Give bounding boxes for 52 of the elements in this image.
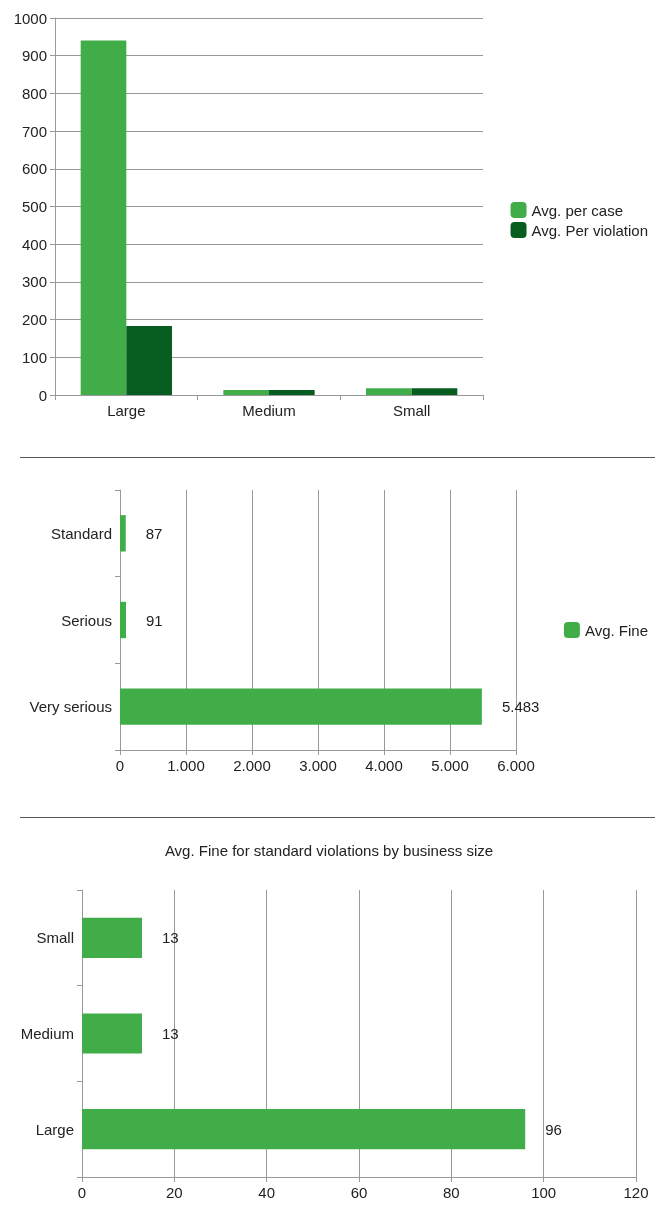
- x-tick-label: 120: [623, 1184, 649, 1201]
- data-label: 96: [545, 1120, 562, 1138]
- bar: [80, 40, 127, 395]
- bar: [120, 688, 482, 725]
- legend-label: Avg. Per violation: [531, 221, 649, 239]
- chart-title: Avg. Fine for standard violations by business size: [164, 842, 494, 859]
- x-tick-label: 6.000: [497, 757, 535, 774]
- x-tick-label: 4.000: [365, 757, 403, 774]
- data-label: 91: [146, 611, 163, 629]
- y-tick-label: 0: [38, 386, 47, 404]
- bar: [411, 388, 458, 395]
- data-label: 5.483: [501, 698, 540, 716]
- bar: [120, 601, 127, 639]
- y-tick-label: Standard: [51, 524, 112, 542]
- y-tick-label: 700: [21, 122, 47, 140]
- bar: [223, 390, 269, 395]
- bar: [120, 515, 126, 552]
- x-tick-label: 1.000: [167, 757, 205, 774]
- x-tick-label: 60: [350, 1184, 368, 1201]
- data-label: 13: [162, 929, 179, 947]
- y-tick-label: 800: [21, 84, 47, 102]
- x-tick-label: 20: [165, 1184, 183, 1201]
- y-tick-label: Small: [36, 929, 74, 947]
- y-tick-label: 900: [21, 47, 47, 65]
- x-tick-label: Large: [107, 402, 146, 419]
- y-tick-label: 300: [21, 273, 47, 291]
- x-tick-label: 40: [258, 1184, 276, 1201]
- y-tick-label: 200: [21, 311, 47, 329]
- y-tick-label: 400: [21, 235, 47, 253]
- bar: [126, 326, 172, 395]
- x-tick-label: 100: [531, 1184, 557, 1201]
- bar: [366, 388, 412, 395]
- y-tick-label: Serious: [61, 611, 112, 629]
- y-tick-label: Medium: [20, 1025, 74, 1042]
- y-tick-label: Large: [35, 1120, 74, 1138]
- x-tick-label: Small: [392, 402, 431, 419]
- y-tick-label: Very serious: [29, 698, 112, 716]
- legend-label: Avg. per case: [531, 201, 623, 219]
- x-tick-label: 3.000: [299, 757, 337, 774]
- x-tick-label: 0: [115, 757, 125, 774]
- x-tick-label: Medium: [242, 402, 296, 419]
- bar: [269, 390, 315, 395]
- legend-label: Avg. Fine: [584, 621, 648, 639]
- y-tick-label: 600: [21, 160, 47, 178]
- x-tick-label: 80: [442, 1184, 460, 1201]
- y-tick-label: 100: [21, 348, 47, 366]
- x-tick-label: 5.000: [431, 757, 469, 774]
- y-tick-label: 500: [21, 198, 47, 215]
- x-tick-label: 2.000: [233, 757, 271, 774]
- data-label: 13: [162, 1025, 179, 1042]
- y-tick-label: 1000: [13, 9, 47, 27]
- data-label: 87: [145, 524, 163, 542]
